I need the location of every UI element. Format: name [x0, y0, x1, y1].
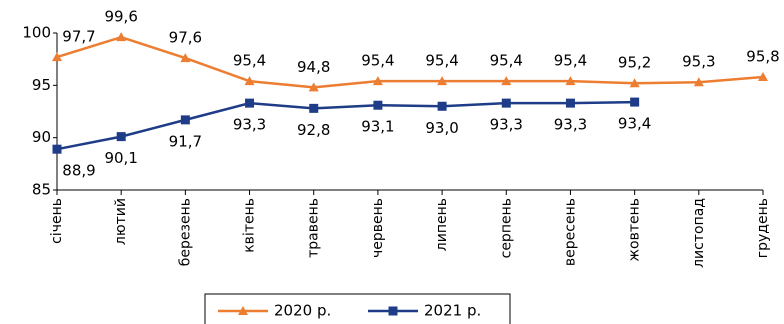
- data-label: 95,4: [490, 52, 523, 70]
- y-tick-label: 85: [32, 181, 51, 199]
- point: [693, 77, 704, 87]
- data-label: 95,4: [361, 52, 394, 70]
- legend-label: 2020 р.: [274, 302, 331, 320]
- data-label: 94,8: [297, 58, 330, 76]
- point: [437, 76, 448, 86]
- data-label: 97,7: [62, 28, 95, 46]
- point: [180, 53, 191, 63]
- x-tick-label: липень: [434, 198, 450, 251]
- point: [758, 71, 768, 81]
- data-label: 93,3: [490, 116, 523, 134]
- legend-box: [204, 293, 511, 324]
- data-label: 95,8: [746, 47, 779, 65]
- point: [437, 101, 447, 111]
- point: [565, 98, 575, 108]
- point: [244, 76, 255, 86]
- data-label: 95,2: [618, 54, 651, 72]
- data-label: 93,4: [618, 115, 651, 133]
- point: [52, 52, 62, 62]
- data-label: 99,6: [104, 8, 137, 26]
- series-line: [56, 35, 764, 89]
- data-label: 93,1: [361, 118, 394, 136]
- point: [501, 98, 511, 108]
- data-label: 95,3: [682, 53, 715, 71]
- point: [308, 82, 319, 92]
- x-tick-label: жовтень: [627, 198, 643, 262]
- point: [565, 76, 576, 86]
- point: [52, 144, 62, 154]
- point: [116, 132, 126, 142]
- data-label: 95,4: [425, 52, 458, 70]
- data-label: 95,4: [233, 52, 266, 70]
- point: [372, 76, 383, 86]
- x-tick-label: лютий: [113, 198, 129, 245]
- legend-marker: [388, 306, 398, 316]
- x-tick-label: листопад: [691, 198, 707, 268]
- x-tick-label: червень: [370, 198, 386, 258]
- y-tick-label: 90: [32, 128, 51, 146]
- legend-label: 2021 р.: [424, 302, 481, 320]
- x-tick-label: грудень: [755, 198, 771, 258]
- series-line: [56, 100, 635, 151]
- x-tick-label: січень: [49, 198, 65, 244]
- data-label: 91,7: [169, 132, 202, 150]
- point: [501, 76, 512, 86]
- x-tick-label: травень: [306, 198, 322, 258]
- data-label: 93,3: [554, 116, 587, 134]
- point: [373, 100, 383, 110]
- data-label: 93,0: [425, 119, 458, 137]
- data-label: 93,3: [233, 116, 266, 134]
- data-label: 97,6: [169, 29, 202, 47]
- point: [245, 98, 255, 108]
- x-tick-label: березень: [177, 198, 193, 266]
- data-label: 95,4: [554, 52, 587, 70]
- point: [309, 103, 319, 113]
- x-tick-label: квітень: [242, 198, 258, 253]
- point: [629, 78, 640, 88]
- legend-marker: [238, 306, 248, 315]
- point: [630, 97, 640, 107]
- point: [116, 32, 127, 42]
- point: [180, 115, 190, 125]
- y-tick-label: 100: [22, 24, 51, 42]
- x-tick-label: серпень: [498, 198, 514, 258]
- y-tick-label: 95: [32, 76, 51, 94]
- data-label: 88,9: [62, 162, 95, 180]
- data-label: 92,8: [297, 121, 330, 139]
- x-tick-label: вересень: [562, 198, 578, 266]
- data-label: 90,1: [104, 149, 137, 167]
